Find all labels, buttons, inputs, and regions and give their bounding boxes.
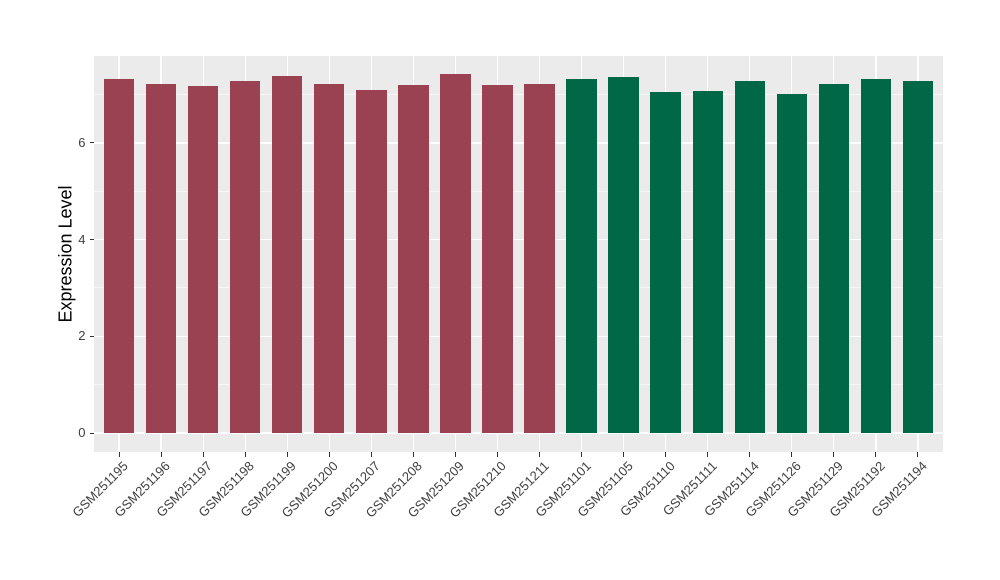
y-tick-mark bbox=[89, 335, 94, 337]
bar-GSM251198 bbox=[230, 80, 261, 433]
bar-GSM251208 bbox=[398, 85, 429, 433]
gridline-y-minor bbox=[94, 94, 943, 96]
bar-GSM251126 bbox=[776, 94, 807, 433]
y-tick-mark bbox=[89, 142, 94, 144]
x-tick-mark bbox=[623, 452, 625, 457]
x-tick-mark bbox=[370, 452, 372, 457]
x-tick-mark bbox=[118, 452, 120, 457]
x-tick-mark bbox=[160, 452, 162, 457]
y-tick-mark bbox=[89, 239, 94, 241]
bar-GSM251129 bbox=[818, 83, 849, 433]
y-axis-title: Expression Level bbox=[55, 185, 76, 323]
bar-GSM251111 bbox=[692, 91, 723, 433]
gridline-y-minor bbox=[94, 287, 943, 289]
bar-GSM251197 bbox=[188, 86, 219, 433]
y-tick-label: 6 bbox=[78, 134, 86, 150]
x-tick-mark bbox=[328, 452, 330, 457]
bar-GSM251200 bbox=[314, 83, 345, 433]
bar-GSM251207 bbox=[356, 89, 387, 433]
bar-GSM251192 bbox=[860, 78, 891, 433]
bar-GSM251105 bbox=[608, 77, 639, 433]
gridline-y-major bbox=[94, 238, 943, 241]
x-tick-mark bbox=[202, 452, 204, 457]
x-tick-mark bbox=[454, 452, 456, 457]
gridline-y-minor bbox=[94, 190, 943, 192]
x-tick-mark bbox=[707, 452, 709, 457]
x-tick-mark bbox=[665, 452, 667, 457]
gridline-y-major bbox=[94, 432, 943, 434]
bar-GSM251195 bbox=[104, 79, 135, 433]
bar-GSM251209 bbox=[440, 74, 471, 433]
x-tick-mark bbox=[749, 452, 751, 457]
x-tick-mark bbox=[833, 452, 835, 457]
y-tick-mark bbox=[89, 432, 94, 434]
x-tick-mark bbox=[286, 452, 288, 457]
bar-GSM251194 bbox=[902, 80, 933, 433]
x-tick-mark bbox=[917, 452, 919, 457]
bar-GSM251114 bbox=[734, 81, 765, 433]
x-tick-mark bbox=[412, 452, 414, 457]
bar-GSM251199 bbox=[272, 75, 303, 433]
bar-GSM251101 bbox=[566, 78, 597, 433]
x-tick-mark bbox=[791, 452, 793, 457]
x-tick-mark bbox=[496, 452, 498, 457]
gridline-y-major bbox=[94, 335, 943, 338]
plot-panel bbox=[94, 56, 943, 452]
y-tick-label: 2 bbox=[78, 328, 86, 344]
x-tick-mark bbox=[581, 452, 583, 457]
x-tick-mark bbox=[539, 452, 540, 457]
y-tick-label: 4 bbox=[78, 231, 86, 247]
x-tick-mark bbox=[875, 452, 877, 457]
bar-GSM251210 bbox=[482, 85, 513, 433]
x-tick-mark bbox=[244, 452, 246, 457]
bar-GSM251196 bbox=[146, 83, 177, 433]
y-tick-label: 0 bbox=[78, 425, 86, 440]
bar-GSM251110 bbox=[650, 92, 681, 433]
bar-GSM251211 bbox=[524, 83, 555, 433]
gridline-y-minor bbox=[94, 384, 943, 386]
gridline-y-major bbox=[94, 142, 943, 144]
